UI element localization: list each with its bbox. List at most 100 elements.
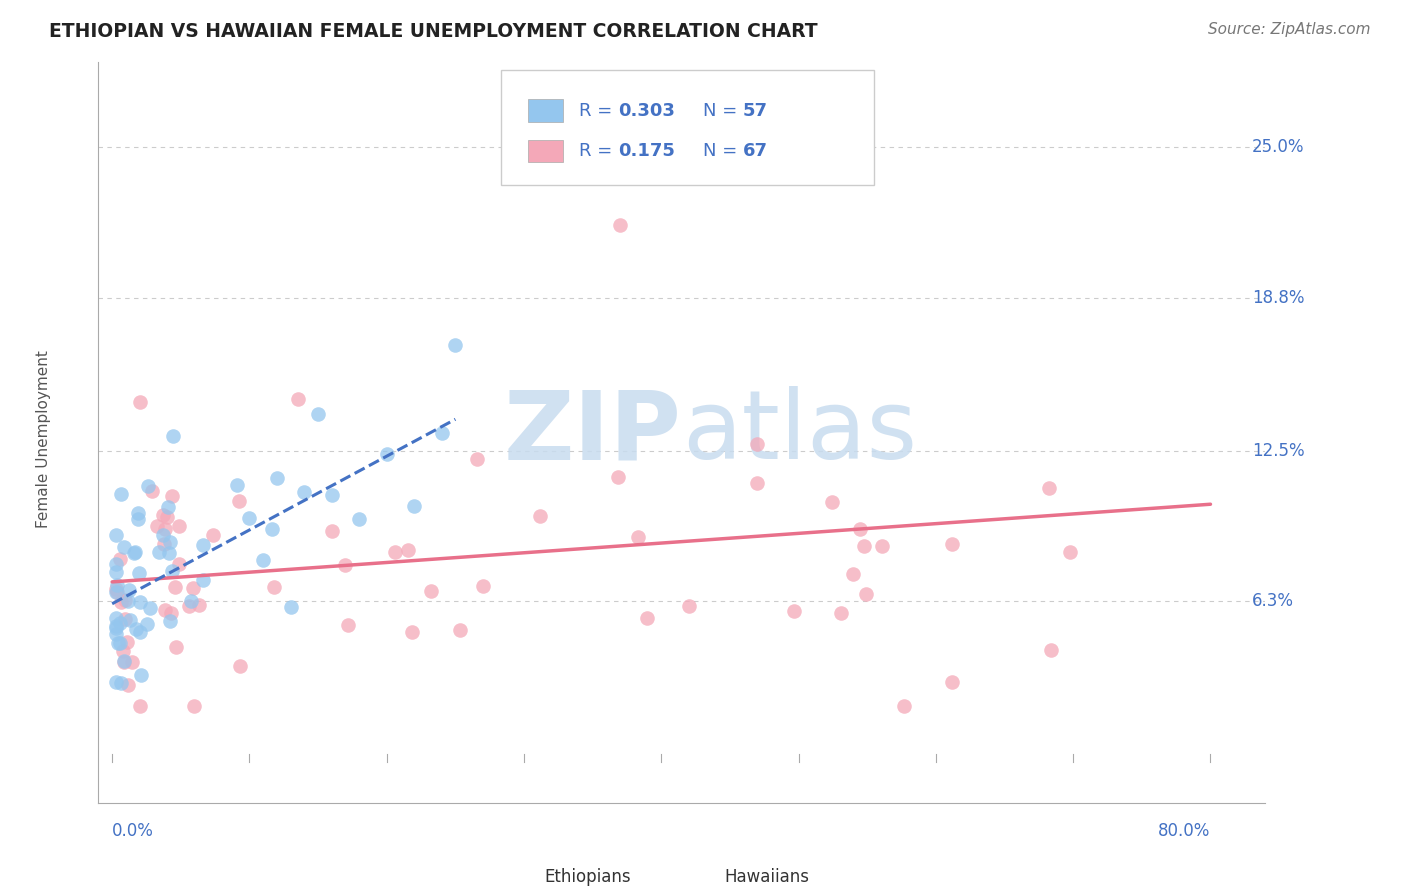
Point <box>105 528 128 542</box>
Point <box>280 599 302 614</box>
Point <box>139 601 162 615</box>
Point <box>841 566 863 581</box>
Text: Source: ZipAtlas.com: Source: ZipAtlas.com <box>1208 22 1371 37</box>
Point <box>747 437 769 451</box>
Point <box>444 338 467 352</box>
Point <box>105 557 128 571</box>
Point <box>156 500 179 514</box>
Point <box>401 625 423 640</box>
Point <box>110 595 132 609</box>
Point <box>321 488 343 502</box>
Point <box>404 499 426 513</box>
Point <box>110 635 132 649</box>
Text: atlas: atlas <box>682 386 917 479</box>
Point <box>287 392 309 406</box>
Point <box>853 540 876 554</box>
Point <box>115 634 138 648</box>
Point <box>1038 481 1060 495</box>
Point <box>167 558 190 572</box>
Point <box>157 545 180 559</box>
Point <box>177 599 200 613</box>
Point <box>148 545 170 559</box>
Point <box>855 587 877 601</box>
Point <box>266 471 288 485</box>
Point <box>893 698 915 713</box>
Point <box>107 578 129 592</box>
Point <box>188 598 211 612</box>
Point <box>609 218 631 232</box>
Point <box>226 478 249 492</box>
Point <box>129 698 152 713</box>
Point <box>105 566 128 580</box>
Point <box>830 606 852 620</box>
Point <box>145 519 167 533</box>
Point <box>180 594 202 608</box>
Text: N =: N = <box>703 143 742 161</box>
Point <box>112 540 135 554</box>
Text: 25.0%: 25.0% <box>1251 138 1305 156</box>
Point <box>152 527 174 541</box>
Point <box>384 545 406 559</box>
FancyBboxPatch shape <box>527 99 562 121</box>
Point <box>110 616 132 631</box>
Text: 80.0%: 80.0% <box>1159 822 1211 840</box>
Point <box>136 479 159 493</box>
Point <box>163 580 186 594</box>
Text: 0.175: 0.175 <box>617 143 675 161</box>
Point <box>747 476 769 491</box>
Text: N =: N = <box>703 102 742 120</box>
Point <box>118 582 141 597</box>
Point <box>349 512 371 526</box>
FancyBboxPatch shape <box>513 867 538 886</box>
Point <box>606 469 628 483</box>
Point <box>112 654 135 668</box>
Point <box>105 619 128 633</box>
Point <box>465 452 488 467</box>
Point <box>870 539 893 553</box>
Point <box>160 565 183 579</box>
Text: 12.5%: 12.5% <box>1251 442 1305 459</box>
Point <box>121 655 143 669</box>
Point <box>111 644 134 658</box>
Point <box>430 425 453 440</box>
Point <box>105 620 128 634</box>
Point <box>114 593 136 607</box>
Point <box>152 508 174 522</box>
Point <box>337 617 360 632</box>
Point <box>159 535 181 549</box>
Point <box>110 676 132 690</box>
Point <box>107 636 129 650</box>
Text: ETHIOPIAN VS HAWAIIAN FEMALE UNEMPLOYMENT CORRELATION CHART: ETHIOPIAN VS HAWAIIAN FEMALE UNEMPLOYMEN… <box>49 22 818 41</box>
Point <box>153 603 176 617</box>
Point <box>636 611 658 625</box>
Point <box>124 546 146 560</box>
Point <box>105 627 128 641</box>
Point <box>167 518 190 533</box>
Text: R =: R = <box>579 143 624 161</box>
Point <box>263 580 285 594</box>
FancyBboxPatch shape <box>527 140 562 162</box>
Point <box>124 623 146 637</box>
FancyBboxPatch shape <box>501 70 875 185</box>
Point <box>141 483 163 498</box>
Point <box>202 528 225 542</box>
Point <box>783 604 806 618</box>
Text: 57: 57 <box>742 102 768 120</box>
Point <box>105 582 128 596</box>
Point <box>228 494 250 508</box>
Point <box>335 558 357 572</box>
Point <box>156 510 179 524</box>
Point <box>449 623 471 637</box>
Point <box>153 537 176 551</box>
Point <box>105 585 128 599</box>
Point <box>375 447 398 461</box>
Point <box>529 508 551 523</box>
Text: ZIP: ZIP <box>503 386 682 479</box>
Point <box>128 595 150 609</box>
Point <box>941 537 963 551</box>
Point <box>165 640 187 655</box>
Point <box>262 522 284 536</box>
Point <box>124 545 146 559</box>
Point <box>321 524 343 538</box>
Text: Ethiopians: Ethiopians <box>544 868 631 886</box>
